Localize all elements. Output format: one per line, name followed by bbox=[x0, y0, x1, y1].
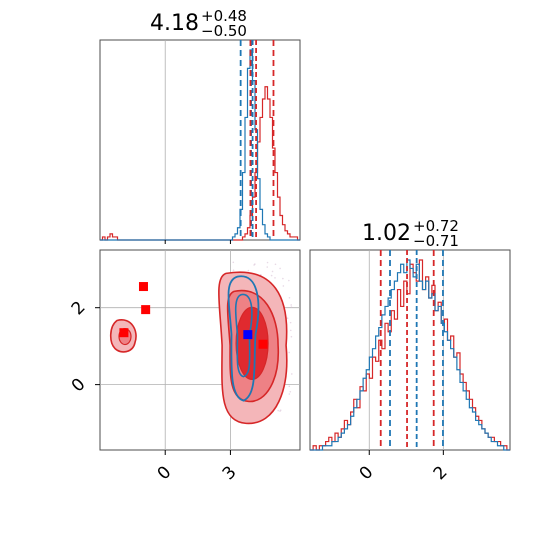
title-value: 4.18 bbox=[150, 11, 199, 36]
marker-point bbox=[141, 305, 150, 314]
sample-point bbox=[289, 393, 291, 395]
sample-point bbox=[291, 373, 293, 375]
title-sub: −0.71 bbox=[413, 232, 459, 250]
sample-point bbox=[248, 270, 250, 272]
sample-point bbox=[291, 306, 293, 308]
sample-point bbox=[275, 263, 277, 265]
y-tick-label: 2 bbox=[68, 298, 90, 320]
sample-point bbox=[266, 266, 268, 268]
sample-point bbox=[289, 386, 291, 388]
x-tick-label: 0 bbox=[356, 462, 378, 484]
y-tick-label: 0 bbox=[68, 374, 90, 396]
sample-point bbox=[283, 285, 285, 287]
title-param-2: 1.02 +0.72 −0.71 bbox=[362, 217, 459, 250]
sample-point bbox=[289, 391, 291, 393]
panel-frame bbox=[100, 40, 300, 240]
sample-point bbox=[291, 336, 293, 338]
sample-point bbox=[279, 268, 281, 270]
marker-point bbox=[259, 340, 268, 349]
sample-point bbox=[277, 410, 279, 412]
marginal-panel-param-1 bbox=[100, 40, 300, 244]
sample-point bbox=[253, 264, 255, 266]
sample-point bbox=[290, 322, 292, 324]
title-param-1: 4.18 +0.48 −0.50 bbox=[150, 7, 247, 40]
sample-point bbox=[267, 262, 269, 264]
sample-point bbox=[288, 352, 290, 354]
sample-point bbox=[280, 409, 282, 411]
sample-point bbox=[271, 275, 273, 277]
sample-point bbox=[233, 262, 235, 264]
sample-point bbox=[289, 297, 291, 299]
x-tick-label: 2 bbox=[430, 462, 452, 484]
x-tick-label: 3 bbox=[219, 462, 241, 484]
sample-point bbox=[272, 271, 274, 273]
marginal-panel-param-2: 02 bbox=[310, 250, 510, 484]
sample-point bbox=[233, 269, 235, 271]
marker-point bbox=[139, 282, 148, 291]
joint-panel: 0 3 0 2 bbox=[68, 250, 300, 484]
sample-point bbox=[282, 278, 284, 280]
sample-point bbox=[290, 304, 292, 306]
title-sub: −0.50 bbox=[201, 22, 247, 40]
marker-point bbox=[243, 330, 252, 339]
marker-point bbox=[119, 328, 128, 337]
sample-point bbox=[290, 330, 292, 332]
x-tick-label: 0 bbox=[154, 462, 176, 484]
sample-point bbox=[287, 317, 289, 319]
sample-point bbox=[288, 280, 290, 282]
title-value: 1.02 bbox=[362, 221, 411, 246]
sample-point bbox=[274, 277, 276, 279]
